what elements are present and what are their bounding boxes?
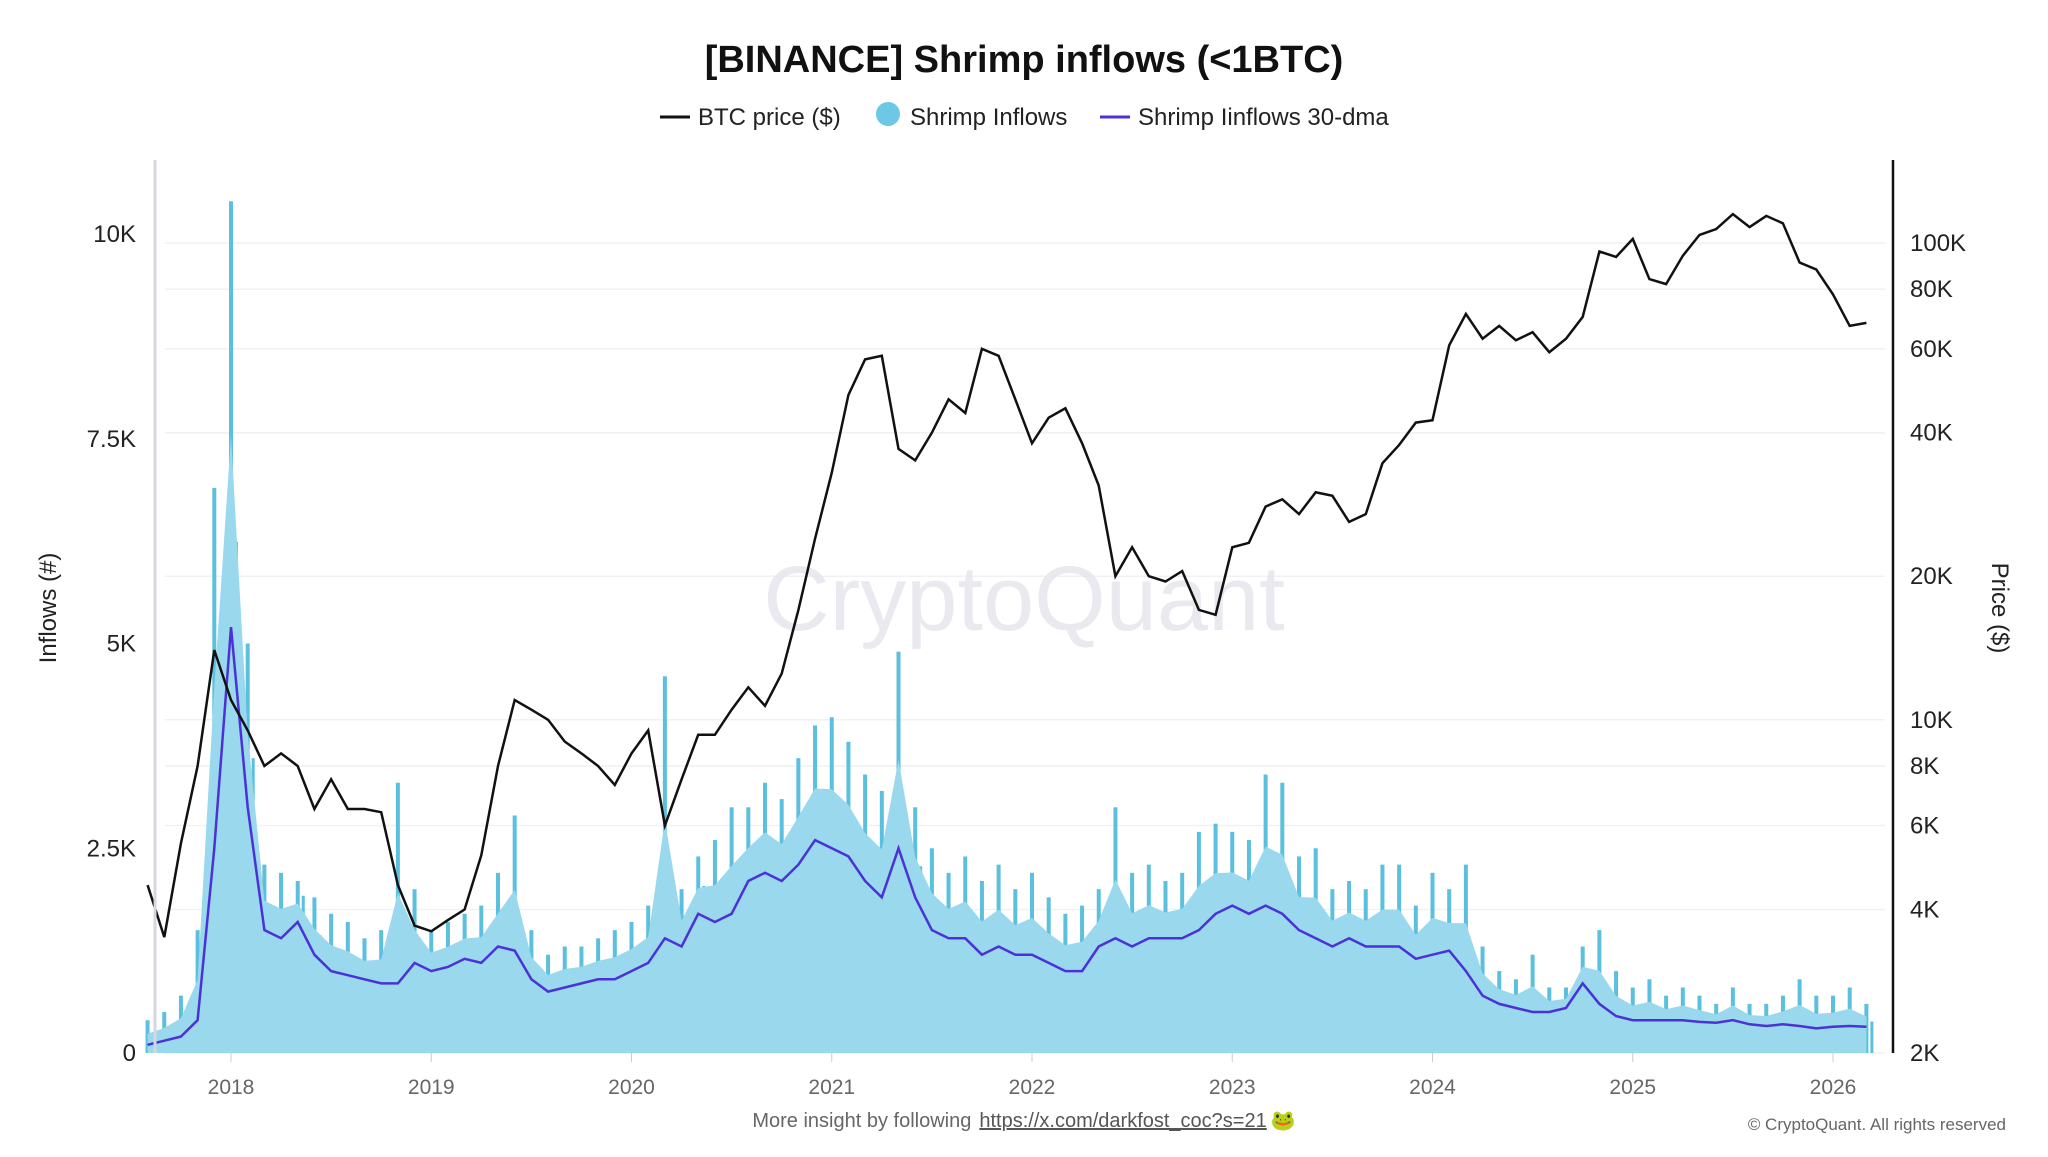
x-tick-label: 2023 <box>1209 1076 1256 1099</box>
legend-item-inflows[interactable]: Shrimp Inflows <box>876 102 1067 131</box>
x-tick-label: 2021 <box>808 1076 855 1099</box>
legend-inflows-label: Shrimp Inflows <box>910 104 1067 131</box>
footer-copyright: © CryptoQuant. All rights reserved <box>1748 1115 2006 1134</box>
x-tick-label: 2022 <box>1009 1076 1056 1099</box>
y-left-tick-label: 5K <box>107 631 136 658</box>
chart-title: [BINANCE] Shrimp inflows (<1BTC) <box>705 39 1344 81</box>
x-tick-label: 2018 <box>208 1076 255 1099</box>
legend-price-label: BTC price ($) <box>698 104 841 131</box>
y-right-tick-label: 6K <box>1910 813 1939 840</box>
legend-inflows-circle-icon <box>876 102 900 126</box>
y-right-axis-title: Price ($) <box>1986 563 2013 654</box>
x-ticks: 2018 2019 2020 2021 2022 2023 2024 2025 2026 <box>208 1053 1857 1099</box>
y-left-tick-label: 0 <box>123 1040 136 1067</box>
y-left-axis-title: Inflows (#) <box>35 553 62 664</box>
frog-emoji-icon: 🐸 <box>1271 1110 1296 1132</box>
x-tick-label: 2024 <box>1409 1076 1456 1099</box>
legend: BTC price ($) Shrimp Inflows Shrimp Iinf… <box>660 102 1389 131</box>
y-right-tick-label: 10K <box>1910 707 1953 734</box>
x-tick-label: 2020 <box>608 1076 655 1099</box>
legend-item-dma[interactable]: Shrimp Iinflows 30-dma <box>1100 104 1389 131</box>
y-right-tick-label: 4K <box>1910 896 1939 923</box>
y-right-tick-label: 20K <box>1910 563 1953 590</box>
footer-link[interactable]: https://x.com/darkfost_coc?s=21 <box>979 1110 1266 1132</box>
legend-item-price[interactable]: BTC price ($) <box>660 104 841 131</box>
x-tick-label: 2025 <box>1609 1076 1656 1099</box>
y-right-tick-label: 100K <box>1910 230 1966 257</box>
watermark: CryptoQuant <box>763 548 1285 650</box>
x-tick-label: 2026 <box>1810 1076 1857 1099</box>
x-tick-label: 2019 <box>408 1076 455 1099</box>
footer-line: More insight by following https://x.com/d… <box>752 1110 1295 1132</box>
inflow-area <box>147 435 1867 1053</box>
dma-line <box>147 626 1867 1047</box>
legend-dma-label: Shrimp Iinflows 30-dma <box>1138 104 1389 131</box>
y-right-tick-label: 40K <box>1910 420 1953 447</box>
y-right-ticks: 2K 4K 6K 8K 10K 20K 40K 60K 80K 100K <box>1910 230 1966 1067</box>
y-right-tick-label: 60K <box>1910 336 1953 363</box>
y-left-tick-label: 2.5K <box>87 835 136 862</box>
y-right-tick-label: 2K <box>1910 1040 1939 1067</box>
inflow-bar <box>1870 1021 1874 1053</box>
y-left-tick-label: 7.5K <box>87 426 136 453</box>
y-right-tick-label: 80K <box>1910 276 1953 303</box>
y-left-tick-label: 10K <box>93 221 136 248</box>
footer-insight: More insight by following <box>752 1110 971 1132</box>
price-line <box>146 212 1867 938</box>
y-right-tick-label: 8K <box>1910 753 1939 780</box>
y-left-ticks: 0 2.5K 5K 7.5K 10K <box>87 221 136 1067</box>
